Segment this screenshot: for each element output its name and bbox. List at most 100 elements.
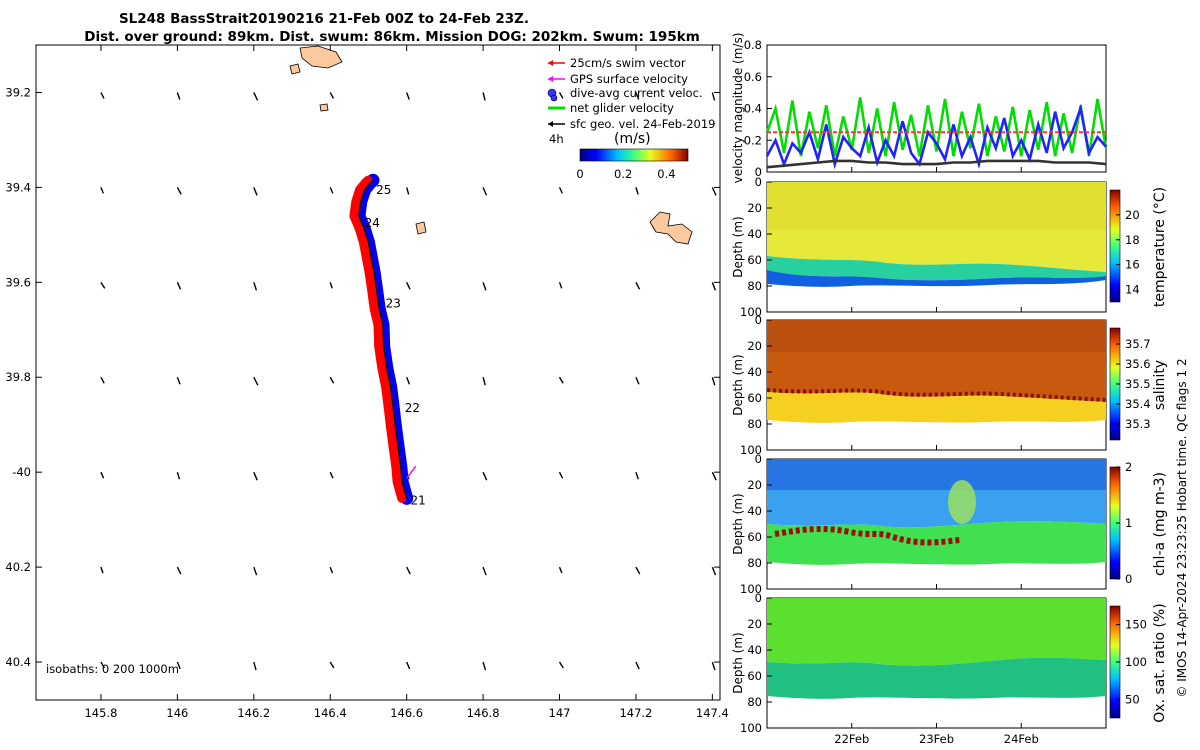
temperature-panel: 0 20 40 60 80 100 20 18 16 14 bbox=[740, 175, 1140, 319]
geo-velocity-arrow bbox=[711, 471, 717, 481]
geo-velocity-arrow bbox=[176, 377, 181, 385]
legend-swim-arrowhead bbox=[548, 60, 553, 66]
colorbar-tick-label: 35.7 bbox=[1125, 337, 1151, 351]
waypoint-labels: 25 24 23 22 21 bbox=[365, 183, 426, 508]
geo-velocity-arrow bbox=[405, 187, 410, 195]
map-x-tick-label: 146.6 bbox=[390, 706, 423, 720]
oxygen-colorbar-label: Ox. sat. ratio (%) bbox=[1152, 603, 1168, 722]
colorbar-duration-label: 4h bbox=[549, 132, 564, 146]
oxygen-panel: 0 20 40 60 80 100 150 100 50 bbox=[740, 591, 1147, 735]
map-y-tick-label: -40 bbox=[12, 465, 31, 479]
salinity-surface-layer bbox=[767, 320, 1106, 352]
geo-velocity-arrow bbox=[100, 471, 105, 479]
depth-tick-label: 40 bbox=[747, 504, 762, 518]
geo-velocity-arrow bbox=[558, 566, 563, 574]
gps-surface-velocity-arrow bbox=[406, 465, 417, 479]
colorbar-tick-label: 16 bbox=[1125, 258, 1140, 272]
velocity-y-tick-label: 0.8 bbox=[744, 38, 762, 52]
geo-velocity-arrow bbox=[482, 377, 486, 386]
land-masses bbox=[289, 45, 693, 245]
depth-tick-label: 100 bbox=[740, 443, 762, 457]
geo-velocity-arrow bbox=[711, 566, 717, 576]
geo-velocity-arrow bbox=[711, 92, 716, 101]
depth-tick-label: 40 bbox=[747, 365, 762, 379]
legend-gps-label: GPS surface velocity bbox=[570, 72, 688, 86]
oxygen-depth-label: Depth (m) bbox=[731, 632, 745, 693]
map-x-tick-label: 145.8 bbox=[84, 706, 117, 720]
salinity-depth-label: Depth (m) bbox=[731, 354, 745, 415]
map-y-tick-label: 39.4 bbox=[5, 180, 31, 194]
geo-velocity-arrow bbox=[329, 376, 335, 384]
velocity-colorbar-ticks: 0 0.2 0.4 bbox=[576, 167, 675, 181]
colorbar-tick-label: 14 bbox=[1125, 283, 1140, 297]
map-legend: 25cm/s swim vector GPS surface velocity … bbox=[547, 56, 716, 181]
geo-velocity-arrow bbox=[176, 661, 181, 670]
islet-north-b bbox=[319, 103, 329, 112]
depth-tick-label: 40 bbox=[747, 227, 762, 241]
oxygen-upper-layer bbox=[767, 598, 1106, 666]
temperature-colorbar bbox=[1109, 189, 1121, 303]
waypoint-label: 22 bbox=[405, 401, 420, 415]
sfc-geo-velocity-arrows bbox=[100, 92, 717, 671]
geo-velocity-arrow bbox=[253, 92, 259, 101]
map-x-tick-label: 146.4 bbox=[314, 706, 347, 720]
legend-gps-arrowhead bbox=[548, 76, 553, 82]
geo-velocity-arrow bbox=[100, 187, 105, 194]
map-y-ticks: 39.2 39.4 39.6 39.8 -40 40.2 40.4 bbox=[5, 85, 720, 669]
map-y-tick-label: 40.2 bbox=[5, 560, 31, 574]
waypoint-label: 24 bbox=[365, 216, 380, 230]
glider-track bbox=[349, 173, 417, 505]
map-x-tick-label: 146.8 bbox=[467, 706, 500, 720]
geo-velocity-arrow bbox=[635, 661, 640, 670]
geo-velocity-arrow bbox=[711, 187, 717, 196]
map-y-tick-label: 39.8 bbox=[5, 370, 31, 384]
geo-velocity-arrow bbox=[558, 187, 563, 194]
geo-velocity-arrow bbox=[711, 661, 716, 671]
geo-velocity-arrow bbox=[100, 566, 104, 574]
colorbar-tick-label: 0 bbox=[576, 167, 583, 181]
colorbar-tick-label: 35.3 bbox=[1125, 417, 1151, 431]
geo-velocity-arrow bbox=[558, 92, 564, 99]
legend-swim-label: 25cm/s swim vector bbox=[570, 56, 686, 70]
geo-velocity-arrow bbox=[329, 282, 333, 289]
colorbar-tick-label: 0.2 bbox=[614, 167, 632, 181]
depth-ticks: 0 20 40 60 80 100 bbox=[740, 313, 772, 457]
chlorophyll-panel: 0 20 40 60 80 100 2 1 0 bbox=[740, 452, 1132, 596]
map-x-tick-label: 146.2 bbox=[237, 706, 270, 720]
temperature-colorbar-label: temperature (°C) bbox=[1152, 187, 1168, 307]
velocity-y-ticks: 0 0.2 0.4 0.6 0.8 bbox=[744, 38, 772, 179]
geo-velocity-arrow bbox=[176, 187, 182, 195]
depth-tick-label: 60 bbox=[747, 530, 762, 544]
salinity-panel: 0 20 40 60 80 100 35.7 35.6 35.5 35.4 35.3 bbox=[740, 313, 1151, 457]
geo-velocity-arrow bbox=[406, 92, 410, 100]
time-tick-label: 22Feb bbox=[834, 732, 869, 746]
depth-tick-label: 0 bbox=[755, 591, 762, 605]
geo-velocity-arrow bbox=[558, 471, 564, 479]
temperature-deep-layer bbox=[767, 270, 1106, 287]
geo-velocity-arrow bbox=[406, 661, 411, 670]
salinity-colorbar-label: salinity bbox=[1152, 360, 1168, 410]
colorbar-tick-label: 50 bbox=[1125, 692, 1140, 706]
geo-velocity-arrow bbox=[329, 566, 334, 574]
geo-velocity-arrow bbox=[329, 471, 334, 479]
isobaths-note: isobaths: 0 200 1000m bbox=[46, 662, 179, 676]
chlorophyll-surface-layer bbox=[767, 459, 1106, 490]
figure-title-line1: SL248 BassStrait20190216 21-Feb 00Z to 2… bbox=[119, 11, 529, 27]
geo-velocity-arrow bbox=[482, 471, 488, 481]
depth-tick-label: 60 bbox=[747, 253, 762, 267]
velocity-series-line bbox=[765, 103, 1107, 170]
depth-tick-label: 20 bbox=[747, 201, 762, 215]
legend-dive-avg-marker-b bbox=[550, 94, 558, 102]
temperature-surface-layer bbox=[767, 182, 1106, 230]
velocity-y-tick-label: 0.4 bbox=[744, 102, 762, 116]
colorbar-tick-label: 1 bbox=[1125, 516, 1132, 530]
legend-dive-avg-label: dive-avg current veloc. bbox=[570, 86, 703, 100]
colorbar-tick-label: 20 bbox=[1125, 208, 1140, 222]
colorbar-tick-label: 150 bbox=[1125, 618, 1147, 632]
depth-tick-label: 80 bbox=[747, 417, 762, 431]
velocity-y-tick-label: 0.2 bbox=[744, 133, 762, 147]
islet-north-a bbox=[289, 63, 301, 75]
depth-tick-label: 80 bbox=[747, 279, 762, 293]
map-y-tick-label: 40.4 bbox=[5, 655, 31, 669]
geo-velocity-arrow bbox=[176, 566, 182, 575]
